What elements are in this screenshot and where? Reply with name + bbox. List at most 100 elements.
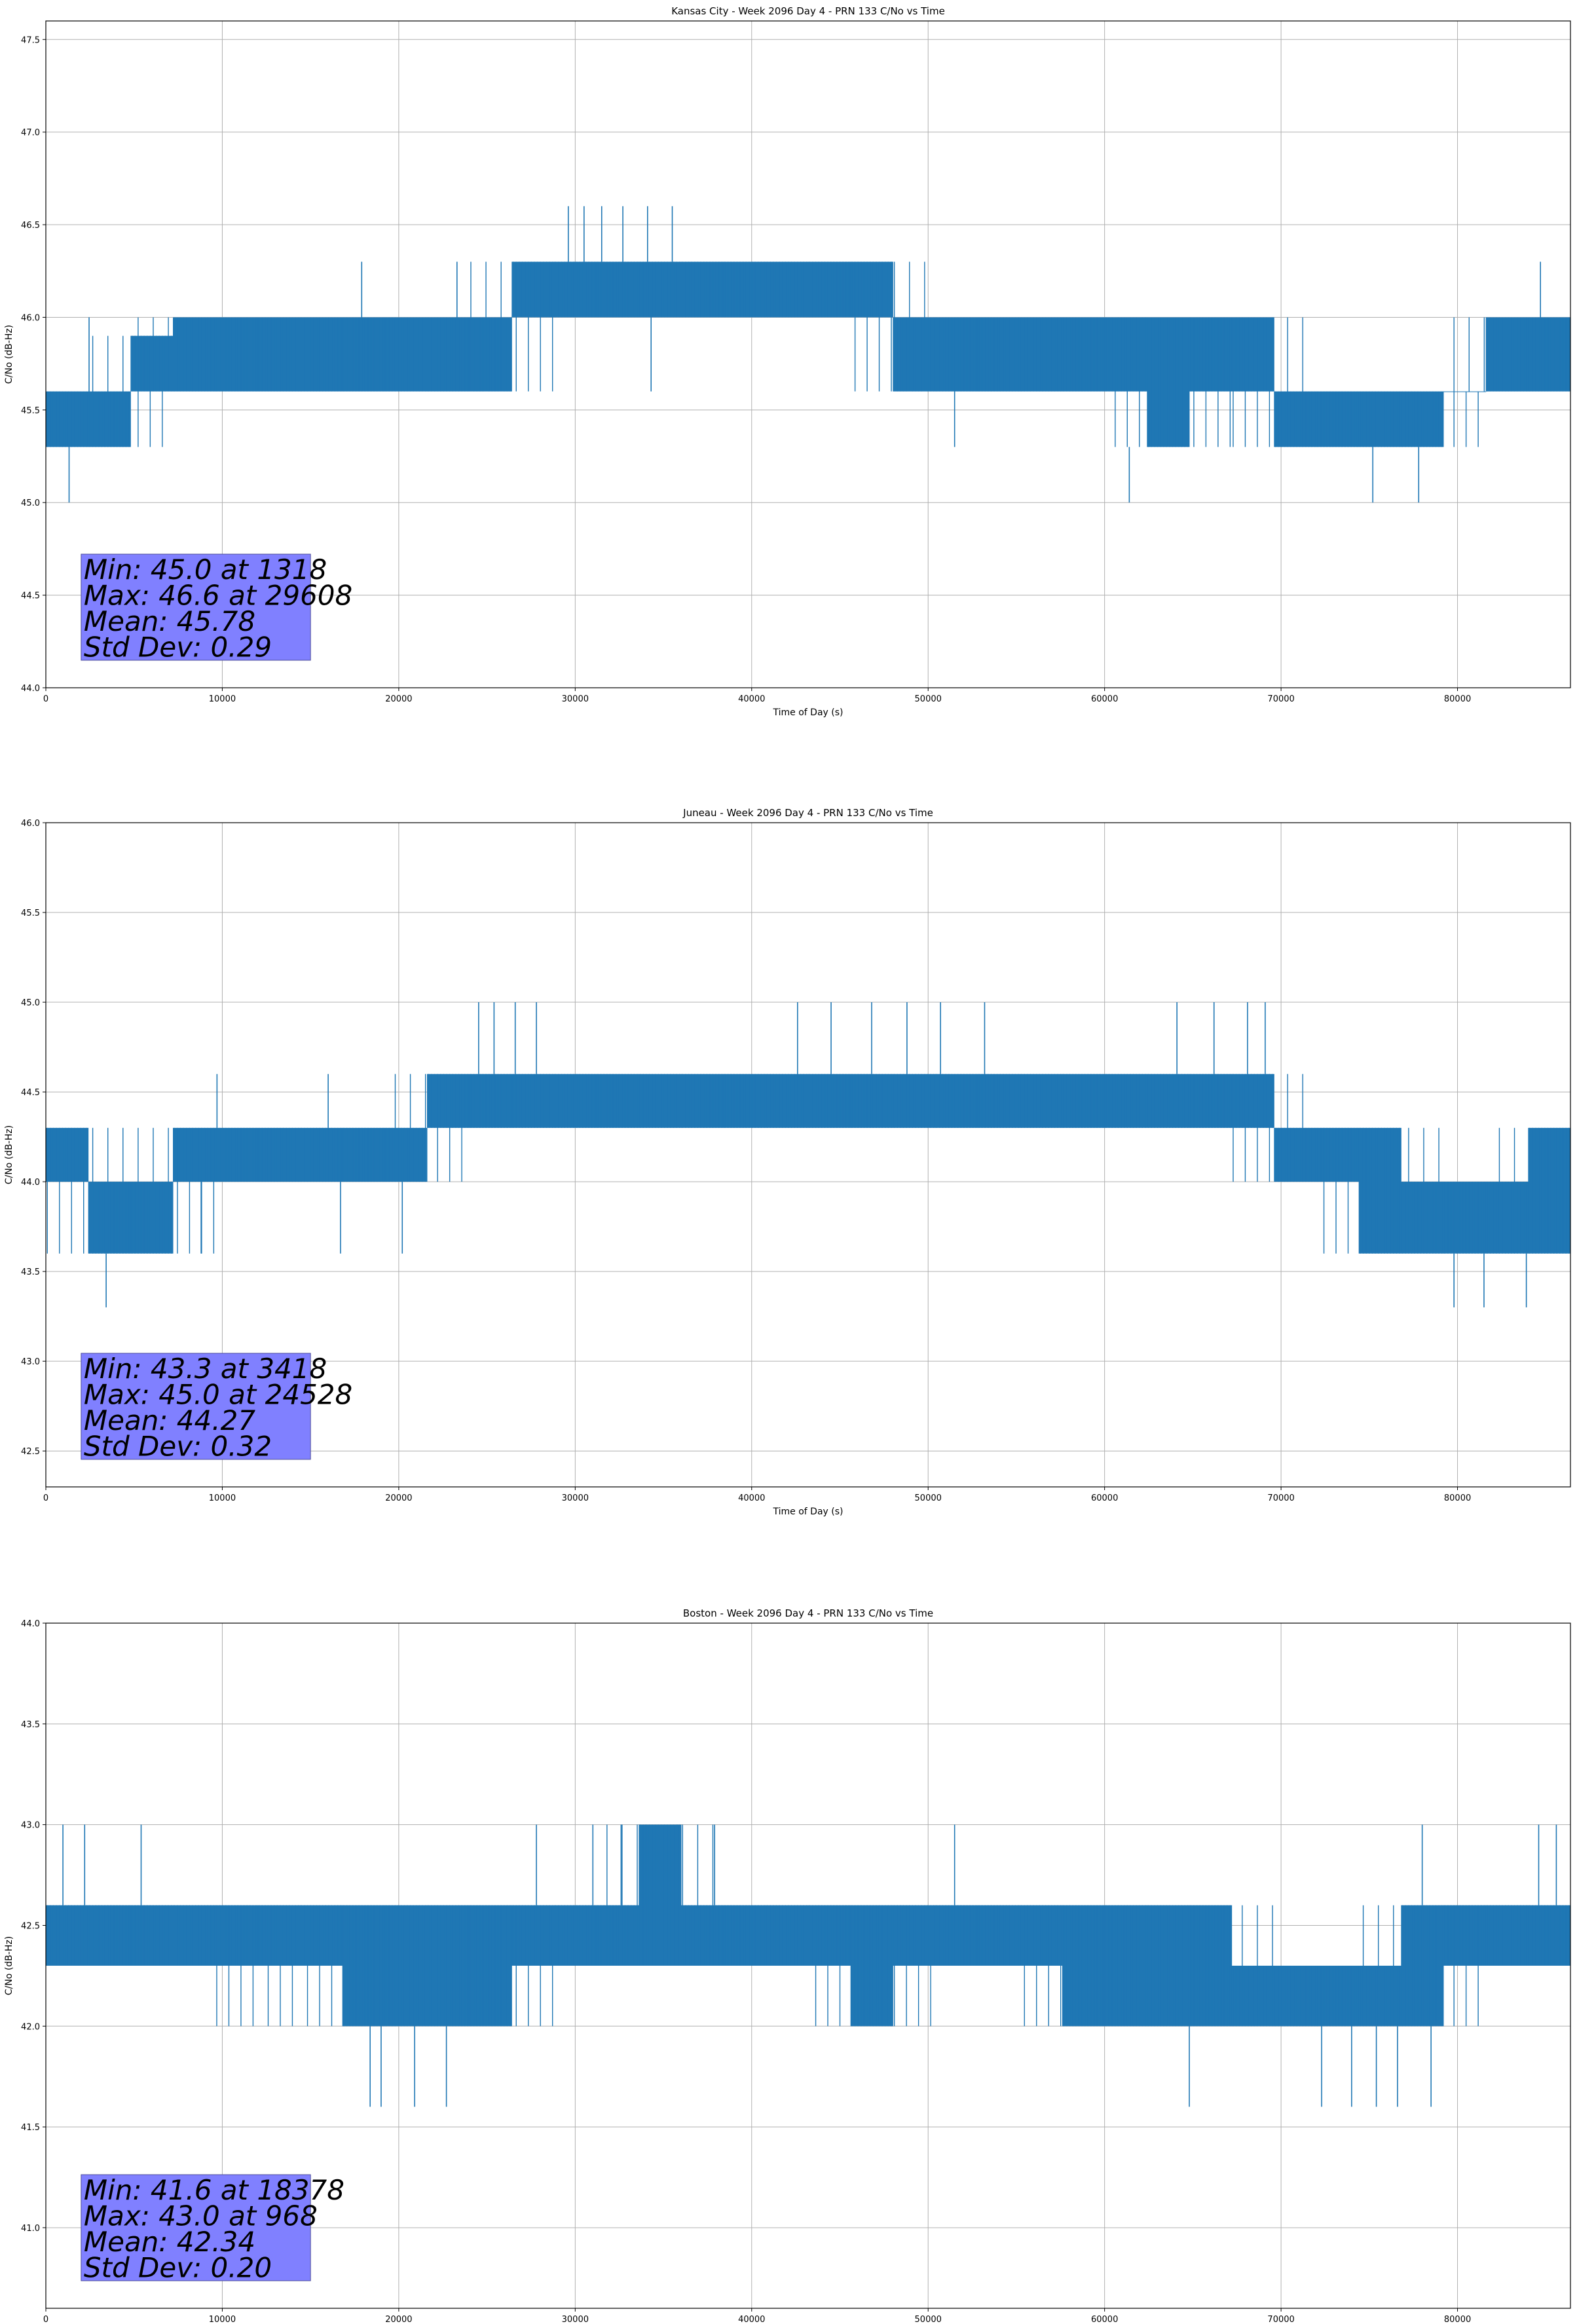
chart-title: Boston - Week 2096 Day 4 - PRN 133 C/No … — [683, 1607, 933, 1619]
data-band — [257, 1905, 301, 1966]
x-tick-label: 80000 — [1444, 1493, 1471, 1503]
data-band — [342, 317, 385, 392]
data-band — [681, 261, 724, 318]
data-band — [1104, 1905, 1147, 2027]
data-band — [766, 1074, 809, 1128]
stats-line: Std Dev: 0.29 — [84, 631, 272, 664]
stats-line: Std Dev: 0.32 — [84, 1431, 272, 1463]
stats-line: Std Dev: 0.20 — [84, 2252, 272, 2284]
data-band — [46, 391, 89, 447]
stats-box — [81, 553, 311, 661]
data-band — [384, 1905, 428, 2027]
data-band — [300, 1127, 343, 1182]
data-band — [130, 1182, 174, 1254]
stats-line: Mean: 42.34 — [84, 2226, 255, 2258]
data-band — [639, 261, 682, 318]
data-band — [1316, 1127, 1360, 1182]
data-band — [1274, 1127, 1317, 1182]
x-tick-label: 80000 — [1444, 694, 1471, 704]
y-tick-label: 44.5 — [21, 1088, 40, 1098]
stats-line: Min: 43.3 at 3418 — [84, 1353, 327, 1385]
y-axis-label: C/No (dB-Hz) — [4, 325, 14, 384]
data-band — [300, 317, 343, 392]
x-axis-label: Time of Day (s) — [773, 707, 844, 718]
x-tick-label: 20000 — [385, 2315, 412, 2324]
x-tick-label: 30000 — [562, 2315, 589, 2324]
data-band — [808, 1074, 851, 1128]
data-band — [1485, 1905, 1529, 1966]
data-band — [215, 1127, 258, 1182]
data-band — [1062, 1905, 1105, 2027]
y-tick-label: 45.5 — [21, 909, 40, 918]
data-band — [808, 1905, 851, 1966]
y-tick-label: 46.5 — [21, 221, 40, 231]
data-band — [850, 261, 893, 318]
x-tick-label: 50000 — [915, 2315, 942, 2324]
y-tick-label: 44.0 — [21, 1619, 40, 1629]
data-band — [681, 1074, 724, 1128]
data-band — [130, 1905, 174, 1966]
data-series — [46, 1824, 1570, 2107]
data-band — [1147, 1905, 1190, 2027]
data-band — [1189, 317, 1233, 392]
data-band — [1401, 1182, 1444, 1254]
data-band — [1147, 1074, 1190, 1128]
data-band — [469, 1905, 512, 2027]
data-band — [766, 261, 809, 318]
data-band — [427, 317, 470, 392]
data-band — [1358, 1127, 1401, 1254]
y-tick-label: 43.5 — [21, 1267, 40, 1277]
x-tick-label: 40000 — [738, 694, 765, 704]
data-band — [766, 1905, 809, 1966]
data-band — [1104, 1074, 1147, 1128]
stats-line: Min: 41.6 at 18378 — [84, 2174, 344, 2206]
data-band — [88, 1182, 131, 1254]
y-tick-label: 45.5 — [21, 406, 40, 416]
y-tick-label: 43.5 — [21, 1720, 40, 1730]
y-tick-label: 41.5 — [21, 2123, 40, 2133]
data-band — [130, 335, 174, 392]
data-band — [342, 1127, 385, 1182]
x-tick-label: 0 — [43, 1493, 48, 1503]
data-band — [935, 317, 978, 392]
x-tick-label: 10000 — [209, 2315, 236, 2324]
y-tick-label: 47.5 — [21, 35, 40, 45]
data-band — [723, 1074, 766, 1128]
data-band — [977, 317, 1020, 392]
x-tick-label: 70000 — [1267, 2315, 1294, 2324]
x-tick-label: 10000 — [209, 1493, 236, 1503]
data-band — [384, 1127, 428, 1182]
x-axis-label: Time of Day (s) — [773, 1507, 844, 1517]
data-band — [639, 1074, 682, 1128]
data-band — [257, 317, 301, 392]
x-tick-label: 50000 — [915, 694, 942, 704]
y-tick-label: 44.0 — [21, 684, 40, 694]
data-band — [1189, 1074, 1233, 1128]
data-band — [850, 1074, 893, 1128]
data-band — [596, 1905, 639, 1966]
data-band — [215, 317, 258, 392]
data-band — [46, 1905, 89, 1966]
y-tick-label: 45.0 — [21, 998, 40, 1008]
data-band — [554, 1905, 597, 1966]
data-series — [46, 206, 1570, 503]
data-band — [1358, 1966, 1401, 2027]
data-band — [173, 1127, 216, 1182]
data-band — [469, 317, 512, 392]
x-tick-label: 20000 — [385, 1493, 412, 1503]
y-axis-label: C/No (dB-Hz) — [4, 1125, 14, 1184]
x-tick-label: 0 — [43, 2315, 48, 2324]
x-tick-label: 60000 — [1091, 1493, 1118, 1503]
y-tick-label: 46.0 — [21, 819, 40, 829]
data-band — [1485, 1182, 1529, 1254]
data-band — [977, 1074, 1020, 1128]
data-band — [300, 1905, 343, 1966]
plot-frame — [45, 1622, 1571, 2309]
data-band — [1020, 1905, 1063, 1966]
data-band — [1443, 1905, 1487, 1966]
data-band — [1316, 1966, 1360, 2027]
data-band — [1274, 1966, 1317, 2027]
stats-box — [81, 1353, 311, 1460]
y-tick-label: 45.0 — [21, 498, 40, 508]
